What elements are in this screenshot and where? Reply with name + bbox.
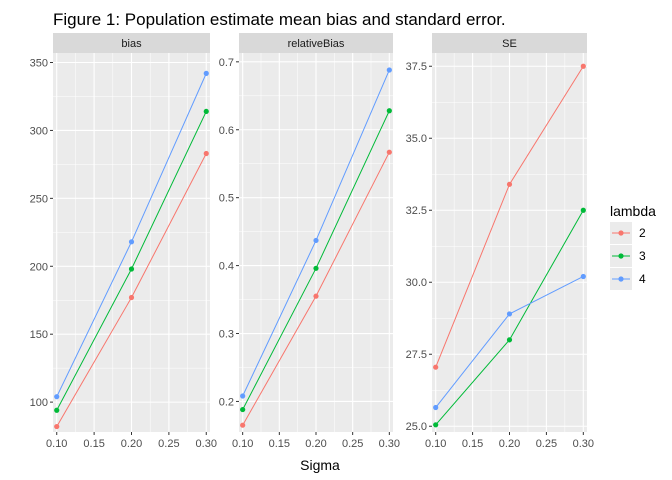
legend-label: 4 (639, 272, 646, 286)
facet-strip (239, 33, 393, 53)
legend-entry-4: 4 (610, 268, 646, 290)
data-point-lambda-3 (54, 407, 60, 413)
facet-strip-label: relativeBias (288, 38, 345, 50)
legend-label: 2 (639, 226, 646, 240)
facet-strip (432, 33, 587, 53)
x-tick-label: 0.10 (232, 438, 253, 450)
data-point-lambda-3 (506, 337, 513, 343)
x-tick-label: 0.20 (499, 438, 520, 450)
y-tick-label: 32.5 (406, 205, 427, 217)
data-point-lambda-3 (313, 265, 319, 271)
y-tick-label: 0.2 (219, 396, 234, 408)
x-tick-label: 0.30 (196, 438, 217, 450)
data-point-lambda-4 (240, 393, 246, 399)
x-tick-label: 0.15 (269, 438, 290, 450)
x-tick-label: 0.25 (536, 438, 557, 450)
x-tick-label: 0.10 (46, 438, 67, 450)
y-tick-label: 100 (30, 397, 48, 409)
data-point-lambda-4 (313, 237, 319, 244)
facet-strip-label: bias (121, 38, 142, 50)
facet-strip (53, 33, 210, 53)
data-point-lambda-3 (580, 207, 586, 213)
y-tick-label: 150 (30, 329, 48, 341)
legend-title: lambda (610, 203, 656, 219)
x-tick-label: 0.25 (158, 438, 179, 450)
data-point-lambda-4 (580, 273, 586, 280)
data-point-lambda-3 (386, 108, 392, 114)
data-point-lambda-4 (203, 70, 209, 76)
legend-label: 3 (639, 249, 646, 263)
y-tick-label: 25.0 (406, 421, 427, 433)
data-point-lambda-2 (203, 150, 209, 157)
x-tick-label: 0.20 (305, 438, 326, 450)
data-point-lambda-2 (128, 294, 135, 301)
y-tick-label: 350 (30, 58, 48, 70)
data-point-lambda-4 (128, 239, 135, 245)
data-point-lambda-2 (506, 181, 513, 187)
y-tick-label: 30.0 (406, 277, 427, 289)
y-tick-label: 0.6 (219, 125, 234, 137)
legend-key-point (618, 276, 624, 282)
data-point-lambda-4 (54, 394, 60, 400)
x-tick-label: 0.15 (83, 438, 104, 450)
legend-entry-3: 3 (610, 245, 646, 267)
y-tick-label: 27.5 (406, 349, 427, 361)
legend-keys: 2 3 4 (610, 222, 646, 290)
data-point-lambda-3 (433, 422, 439, 428)
y-tick-label: 250 (30, 193, 48, 205)
legend: lambda 2 3 4 (610, 203, 656, 290)
data-point-lambda-2 (433, 364, 439, 370)
data-point-lambda-4 (433, 404, 439, 411)
data-point-lambda-2 (240, 422, 246, 428)
x-tick-label: 0.30 (573, 438, 594, 450)
facet-panel-relativeBias: relativeBias 0.10 0.15 0.20 0.25 0.30 0.2 0.3 0.… (219, 33, 400, 450)
x-tick-label: 0.20 (121, 438, 142, 450)
legend-key-point (618, 253, 624, 259)
y-tick-label: 37.5 (406, 61, 427, 73)
data-point-lambda-3 (203, 108, 209, 115)
x-tick-label: 0.25 (342, 438, 363, 450)
y-tick-label: 0.4 (219, 261, 234, 273)
data-point-lambda-2 (580, 63, 586, 69)
data-point-lambda-3 (240, 406, 246, 413)
data-point-lambda-2 (386, 149, 392, 155)
data-point-lambda-4 (506, 311, 513, 317)
x-axis-title: Sigma (300, 457, 340, 473)
y-tick-label: 0.7 (219, 57, 234, 69)
y-tick-label: 0.3 (219, 329, 234, 341)
y-tick-label: 0.5 (219, 193, 234, 205)
data-point-lambda-2 (313, 293, 319, 299)
data-point-lambda-3 (128, 266, 135, 272)
y-tick-label: 300 (30, 125, 48, 137)
facet-strip-label: SE (502, 38, 517, 50)
chart-title: Figure 1: Population estimate mean bias … (53, 10, 506, 29)
x-tick-label: 0.10 (425, 438, 446, 450)
y-tick-label: 35.0 (406, 133, 427, 145)
facet-panels: bias 0.10 0.15 0.20 0.25 0.30 100 150 200 250 300 3… (30, 33, 594, 450)
y-tick-label: 200 (30, 261, 48, 273)
x-tick-label: 0.15 (462, 438, 483, 450)
data-point-lambda-4 (386, 67, 392, 73)
facet-panel-SE: SE 0.10 0.15 0.20 0.25 0.30 25.0 27.5 30.0 32.5 35… (406, 33, 594, 450)
legend-entry-2: 2 (610, 222, 646, 244)
legend-key-point (618, 230, 624, 236)
x-tick-label: 0.30 (379, 438, 400, 450)
facet-panel-bias: bias 0.10 0.15 0.20 0.25 0.30 100 150 200 250 300 3… (30, 33, 217, 450)
data-point-lambda-2 (54, 423, 60, 430)
